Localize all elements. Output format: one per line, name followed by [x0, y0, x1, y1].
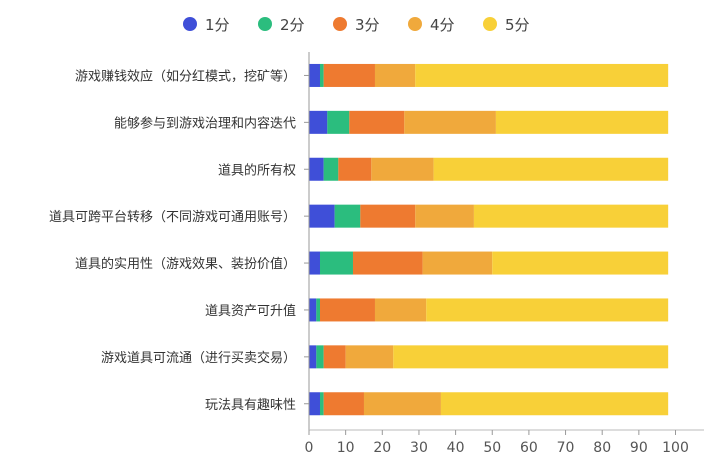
legend-label: 4分	[430, 16, 455, 34]
bar-segment	[323, 157, 339, 181]
bar-segment	[319, 392, 324, 416]
bar-segment	[323, 345, 346, 369]
bar-segment	[309, 251, 320, 275]
bar-segment	[309, 110, 328, 134]
category-label: 道具的所有权	[218, 162, 296, 178]
x-tick-label: 50	[483, 440, 501, 456]
category-label: 道具可跨平台转移（不同游戏可通用账号）	[49, 210, 296, 225]
legend: 1分 2分 3分 4分 5分	[183, 16, 530, 34]
bar-segment	[371, 157, 434, 181]
bar-segment	[422, 251, 493, 275]
bar-segment	[323, 63, 375, 87]
legend-label: 3分	[355, 16, 380, 34]
x-axis: 0 10 20 30 40 50 60 70 80 90 100	[304, 52, 704, 456]
legend-label: 1分	[205, 16, 230, 34]
legend-item[interactable]: 1分	[183, 16, 230, 34]
bar-segment	[309, 298, 317, 322]
bar-segment	[316, 298, 320, 322]
legend-item[interactable]: 4分	[408, 16, 455, 34]
bar-segment	[363, 392, 441, 416]
legend-marker	[183, 17, 197, 31]
legend-label: 5分	[505, 16, 530, 34]
bar-segment	[473, 204, 669, 228]
bar-segment	[319, 63, 324, 87]
legend-item[interactable]: 3分	[333, 16, 380, 34]
category-label: 玩法具有趣味性	[205, 398, 296, 413]
x-tick-label: 30	[410, 440, 428, 456]
bar-segment	[492, 251, 669, 275]
x-tick-label: 90	[630, 440, 648, 456]
bar-segment	[374, 63, 416, 87]
bar-segment	[338, 157, 372, 181]
bar-segment	[309, 63, 320, 87]
bar-segment	[426, 298, 669, 322]
bar-segment	[309, 204, 335, 228]
bar-segment	[433, 157, 669, 181]
bar-segment	[309, 392, 320, 416]
bar-segment	[345, 345, 394, 369]
bar-segment	[349, 110, 405, 134]
bar-segment	[323, 392, 364, 416]
category-label: 游戏赚钱效应（如分红模式，挖矿等）	[75, 68, 296, 84]
category-label: 游戏道具可流通（进行买卖交易）	[101, 350, 296, 366]
bar-segment	[309, 345, 317, 369]
bar-segment	[415, 63, 669, 87]
bar-segment	[360, 204, 416, 228]
bar-segment	[415, 204, 474, 228]
bar-segment	[334, 204, 361, 228]
x-tick-label: 20	[373, 440, 391, 456]
bar-segment	[327, 110, 350, 134]
x-tick-label: 70	[557, 440, 575, 456]
bar-segment	[495, 110, 669, 134]
x-tick-label: 60	[520, 440, 538, 456]
bar-segment	[319, 251, 353, 275]
bar-segment	[352, 251, 423, 275]
legend-label: 2分	[280, 16, 305, 34]
x-tick-label: 10	[337, 440, 355, 456]
x-tick-label: 0	[305, 440, 314, 456]
x-tick-label: 100	[662, 440, 689, 456]
legend-marker	[408, 17, 422, 31]
bar-segment	[440, 392, 669, 416]
category-label: 道具的实用性（游戏效果、装扮价值）	[75, 256, 296, 272]
legend-marker	[258, 17, 272, 31]
bar-segment	[404, 110, 496, 134]
bars	[309, 63, 669, 416]
legend-item[interactable]: 2分	[258, 16, 305, 34]
category-label: 能够参与到游戏治理和内容迭代	[114, 115, 296, 131]
legend-marker	[333, 17, 347, 31]
bar-segment	[316, 345, 324, 369]
x-tick-label: 40	[447, 440, 465, 456]
legend-item[interactable]: 5分	[483, 16, 530, 34]
bar-segment	[374, 298, 427, 322]
bar-segment	[319, 298, 375, 322]
bar-segment	[309, 157, 324, 181]
bar-segment	[393, 345, 669, 369]
category-label: 道具资产可升值	[205, 303, 296, 319]
x-tick-label: 80	[593, 440, 611, 456]
y-axis-labels: 游戏赚钱效应（如分红模式，挖矿等） 能够参与到游戏治理和内容迭代道具的所有权道具可…	[49, 68, 296, 412]
legend-marker	[483, 17, 497, 31]
